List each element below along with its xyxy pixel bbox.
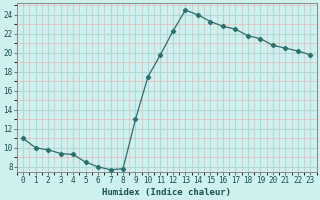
X-axis label: Humidex (Indice chaleur): Humidex (Indice chaleur) bbox=[102, 188, 231, 197]
